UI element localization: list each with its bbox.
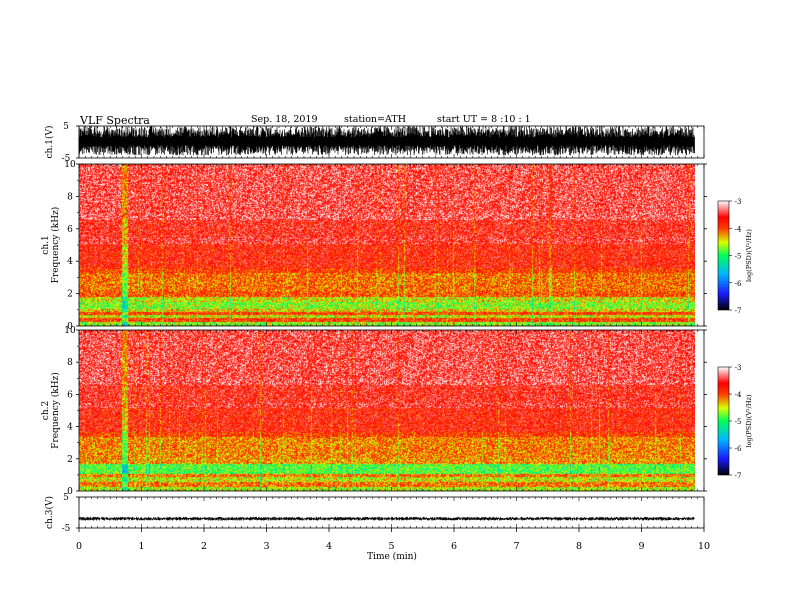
ch3-waveform-trace bbox=[78, 516, 695, 521]
time-axis-tick-label: 6 bbox=[451, 541, 457, 552]
ch1-waveform-ytick-label: -5 bbox=[62, 154, 71, 164]
time-axis-tick-label: 3 bbox=[263, 541, 269, 552]
ch1-spectrogram-ytick-label: 0 bbox=[67, 322, 73, 332]
chart-title: VLF Spectra bbox=[80, 114, 150, 127]
station-label: station=ATH bbox=[344, 114, 406, 125]
ch2-spectrogram-ytick-label: 6 bbox=[67, 390, 73, 400]
ch1-spectrogram-ylabel-channel: ch.1 bbox=[41, 235, 51, 254]
ch2-spectrogram-ytick-label: 0 bbox=[67, 487, 73, 497]
ch1-spectrogram-ytick-label: 2 bbox=[67, 290, 73, 300]
ch1-waveform-ylabel: ch.1(V) bbox=[44, 126, 55, 159]
ch1-spectrogram-colorbar-tick-label: -7 bbox=[735, 307, 742, 315]
ch1-spectrogram-ytick-label: 8 bbox=[67, 192, 73, 202]
ch2-spectrogram-ytick-label: 10 bbox=[64, 326, 76, 336]
time-axis-tick-label: 8 bbox=[576, 541, 582, 552]
ch2-spectrogram-colorbar-tick-label: -7 bbox=[735, 472, 742, 480]
ch3-waveform-ylabel: ch.3(V) bbox=[44, 496, 55, 529]
ch3-waveform-ytick-label: -5 bbox=[62, 524, 71, 534]
ch1-spectrogram-colorbar-tick-label: -4 bbox=[735, 225, 742, 233]
ch1-spectrogram-ylabel-frequency: Frequency (kHz) bbox=[50, 207, 61, 284]
ch2-spectrogram-colorbar-tick-label: -4 bbox=[735, 391, 742, 399]
ch1-spectrogram-colorbar-label: log(PSD)(V²/Hz) bbox=[745, 229, 753, 282]
ch1-spectrogram-ytick-label: 6 bbox=[67, 225, 73, 235]
time-axis-tick-label: 5 bbox=[388, 541, 394, 552]
time-axis-tick-label: 7 bbox=[513, 541, 519, 552]
ch2-spectrogram-colorbar bbox=[717, 366, 730, 476]
time-axis-tick-label: 0 bbox=[76, 541, 82, 552]
time-axis-tick-label: 1 bbox=[138, 541, 144, 552]
ch1-waveform-ytick-label: 5 bbox=[63, 122, 69, 132]
time-axis-tick-label: 2 bbox=[201, 541, 207, 552]
ch2-spectrogram-ylabel-frequency: Frequency (kHz) bbox=[50, 372, 61, 449]
ch2-spectrogram-ytick-label: 4 bbox=[67, 423, 73, 433]
date-label: Sep. 18, 2019 bbox=[251, 114, 318, 125]
ch2-spectrogram-colorbar-tick-label: -3 bbox=[735, 364, 742, 372]
ch2-spectrogram-image bbox=[79, 330, 695, 491]
time-axis-tick-label: 4 bbox=[326, 541, 332, 552]
ch2-spectrogram-colorbar-tick-label: -5 bbox=[735, 418, 742, 426]
ch1-spectrogram-ytick-label: 4 bbox=[67, 257, 73, 267]
ch1-spectrogram-colorbar-tick-label: -3 bbox=[735, 198, 742, 206]
ch1-spectrogram-colorbar-tick-label: -6 bbox=[735, 280, 742, 288]
start-time-label: start UT = 8 :10 : 1 bbox=[437, 114, 531, 125]
ch1-spectrogram-colorbar bbox=[717, 200, 730, 311]
ch1-spectrogram-ytick-label: 10 bbox=[64, 160, 76, 170]
ch2-spectrogram-colorbar-label: log(PSD)(V²/Hz) bbox=[745, 394, 753, 447]
ch3-waveform-frame bbox=[78, 496, 705, 529]
ch1-spectrogram-image bbox=[79, 164, 695, 326]
ch1-waveform-trace bbox=[78, 126, 695, 156]
ch2-spectrogram-ytick-label: 2 bbox=[67, 455, 73, 465]
ch2-spectrogram-colorbar-tick-label: -6 bbox=[735, 445, 742, 453]
ch1-spectrogram-colorbar-tick-label: -5 bbox=[735, 253, 742, 261]
time-axis-label: Time (min) bbox=[367, 551, 417, 562]
time-axis-tick-label: 10 bbox=[698, 541, 710, 552]
time-axis-tick-label: 9 bbox=[638, 541, 644, 552]
ch3-waveform-ytick-label: 5 bbox=[63, 493, 69, 503]
ch2-spectrogram-ylabel-channel: ch.2 bbox=[41, 401, 51, 420]
ch2-spectrogram-ytick-label: 8 bbox=[67, 358, 73, 368]
